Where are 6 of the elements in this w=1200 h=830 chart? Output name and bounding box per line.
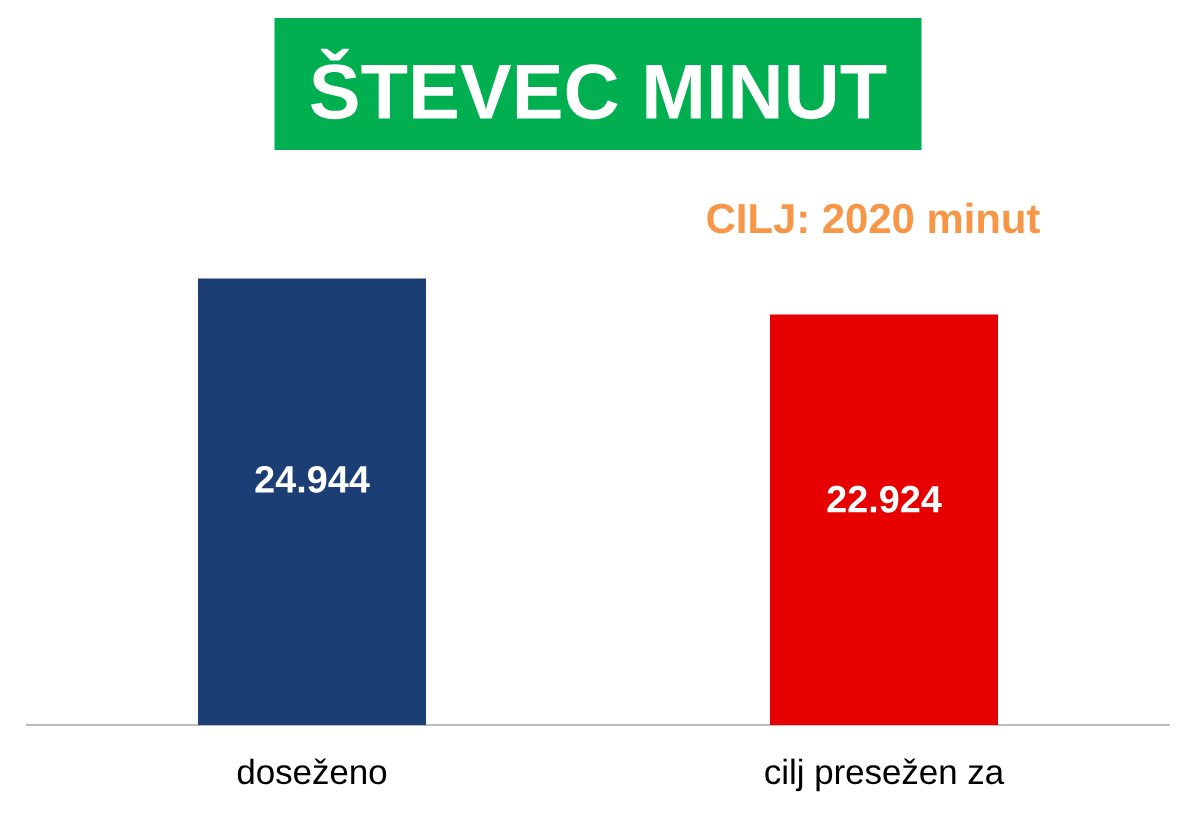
x-tick-label: cilj presežen za	[765, 758, 1005, 792]
x-tick-label: doseženo	[237, 758, 387, 785]
text: CILJ: 2020 minut	[707, 202, 1040, 234]
data-label: 22.924	[827, 485, 942, 513]
data-label: 24.944	[255, 465, 370, 493]
chart-title: ŠTEVEC MINUT	[310, 48, 887, 120]
